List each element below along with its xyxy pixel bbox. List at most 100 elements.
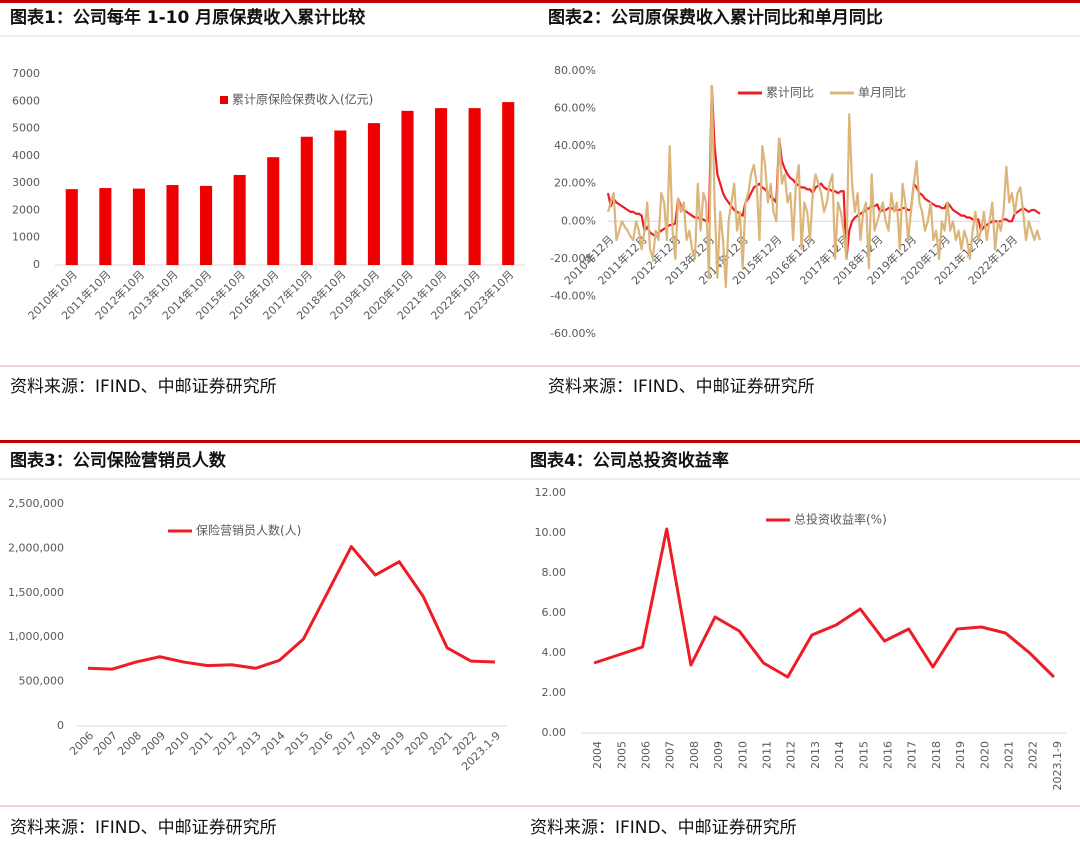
x-tick-label: 2009: [139, 729, 168, 758]
section-rule: [0, 0, 1080, 3]
x-tick-label: 2022: [1027, 741, 1040, 769]
chart-title: 图表2：公司原保费收入累计同比和单月同比: [548, 7, 883, 28]
x-tick-label: 2008: [688, 741, 701, 769]
bar: [502, 102, 515, 266]
y-tick-label: 5000: [12, 122, 40, 135]
y-tick-label: 7000: [12, 67, 40, 80]
y-tick-label: 40.00%: [554, 139, 596, 152]
y-tick-label: 0: [33, 258, 40, 271]
y-tick-label: 0.00: [542, 726, 567, 739]
x-tick-label: 2006: [67, 729, 96, 758]
bar: [166, 185, 179, 265]
bar: [233, 174, 246, 265]
y-tick-label: 2,000,000: [8, 541, 64, 554]
x-tick-label: 2017: [906, 741, 919, 769]
legend-label: 累计同比: [766, 86, 814, 100]
y-tick-label: 500,000: [19, 675, 65, 688]
x-tick-label: 2007: [664, 741, 677, 769]
x-tick-label: 2015: [283, 729, 312, 758]
x-tick-label: 2015: [857, 741, 870, 769]
x-tick-label: 2016: [307, 729, 336, 758]
chart-title: 图表1：公司每年 1-10 月原保费收入累计比较: [10, 7, 365, 28]
section-rule: [0, 440, 1080, 443]
source-note: 资料来源：IFIND、中邮证券研究所: [10, 818, 277, 838]
y-tick-label: 4.00: [542, 646, 567, 659]
y-tick-label: 60.00%: [554, 102, 596, 115]
x-tick-label: 2023.1-9: [1051, 741, 1064, 790]
x-tick-label: 2017: [331, 729, 360, 758]
x-tick-label: 2009: [712, 741, 725, 769]
y-tick-label: -60.00%: [550, 327, 596, 340]
x-tick-label: 2007: [91, 729, 120, 758]
y-tick-label: 2,500,000: [8, 497, 64, 510]
x-tick-label: 2006: [640, 741, 653, 769]
y-tick-label: 1,000,000: [8, 630, 64, 643]
y-tick-label: 1,500,000: [8, 586, 64, 599]
x-tick-label: 2018: [355, 729, 384, 758]
x-tick-label: 2012: [785, 741, 798, 769]
y-tick-label: 80.00%: [554, 64, 596, 77]
x-tick-label: 2018: [930, 741, 943, 769]
x-tick-label: 2011: [187, 729, 216, 758]
legend-label: 单月同比: [858, 86, 906, 100]
x-tick-label: 2020: [402, 729, 431, 758]
y-tick-label: 2.00: [542, 686, 567, 699]
legend-swatch: [220, 96, 228, 104]
x-tick-label: 2019: [379, 729, 408, 758]
legend-label: 总投资收益率(%): [794, 512, 887, 527]
y-tick-label: -20.00%: [550, 252, 596, 265]
bar: [367, 123, 380, 265]
x-tick-label: 2004: [591, 741, 604, 769]
x-tick-label: 2010: [163, 729, 192, 758]
y-tick-label: 3000: [12, 176, 40, 189]
x-tick-label: 2005: [615, 741, 628, 769]
y-tick-label: 0.00%: [561, 214, 596, 227]
x-tick-label: 2014: [833, 741, 846, 769]
bar: [300, 136, 313, 265]
x-tick-label: 2011: [761, 741, 774, 769]
y-tick-label: 8.00: [542, 566, 567, 579]
bar: [435, 108, 448, 265]
x-tick-label: 2016: [882, 741, 895, 769]
legend-label: 保险营销员人数(人): [196, 523, 301, 538]
source-note: 资料来源：IFIND、中邮证券研究所: [530, 818, 797, 838]
bar: [401, 110, 414, 265]
bar: [468, 108, 481, 265]
y-tick-label: 2000: [12, 203, 40, 216]
chart-title: 图表4：公司总投资收益率: [530, 450, 729, 471]
y-tick-label: 6.00: [542, 606, 567, 619]
y-tick-label: -40.00%: [550, 289, 596, 302]
x-tick-label: 2021: [426, 729, 455, 758]
y-tick-label: 4000: [12, 149, 40, 162]
y-tick-label: 6000: [12, 94, 40, 107]
bar: [132, 188, 145, 265]
source-note: 资料来源：IFIND、中邮证券研究所: [548, 377, 815, 397]
x-tick-label: 2020: [978, 741, 991, 769]
x-tick-label: 2008: [115, 729, 144, 758]
x-tick-label: 2010: [736, 741, 749, 769]
source-note: 资料来源：IFIND、中邮证券研究所: [10, 377, 277, 397]
y-tick-label: 0: [57, 719, 64, 732]
x-tick-label: 2021: [1003, 741, 1016, 769]
bar: [200, 185, 213, 265]
y-tick-label: 12.00: [535, 486, 567, 499]
line-series: [593, 527, 1055, 679]
bar: [267, 157, 280, 265]
line-series: [87, 545, 496, 671]
legend-label: 累计原保险保费收入(亿元): [232, 92, 373, 107]
x-tick-label: 2014: [259, 729, 288, 758]
y-tick-label: 1000: [12, 231, 40, 244]
x-tick-label: 2012: [211, 729, 240, 758]
bar: [99, 188, 112, 265]
bar: [334, 130, 347, 265]
line-series: [606, 84, 1042, 289]
x-tick-label: 2019: [954, 741, 967, 769]
y-tick-label: 20.00%: [554, 177, 596, 190]
x-tick-label: 2013: [809, 741, 822, 769]
y-tick-label: 10.00: [535, 526, 567, 539]
chart-title: 图表3：公司保险营销员人数: [10, 450, 227, 471]
bar: [65, 189, 78, 265]
x-tick-label: 2013: [235, 729, 264, 758]
